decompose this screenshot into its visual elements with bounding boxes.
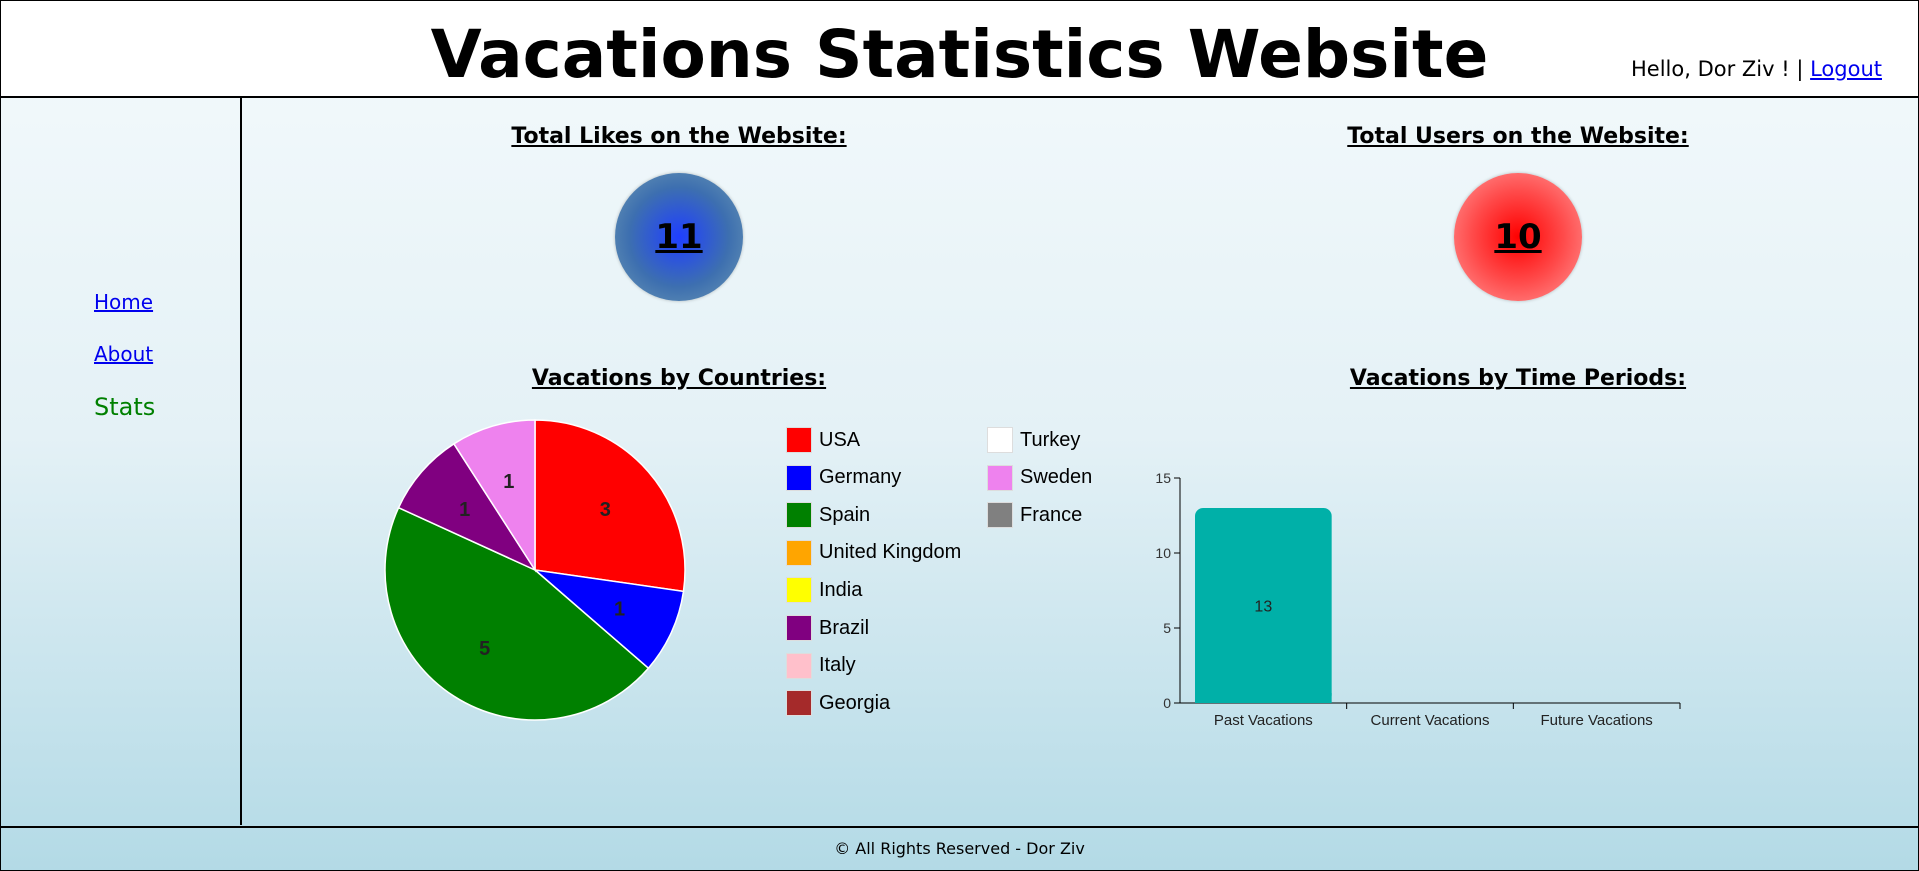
x-tick-label: Past Vacations <box>1214 712 1313 729</box>
sidebar: Home About Stats <box>1 98 242 825</box>
y-tick-label: 5 <box>1163 620 1171 636</box>
pie-slice-spain <box>384 506 650 721</box>
pie-slice-brazil <box>397 442 538 572</box>
y-tick-label: 0 <box>1163 695 1171 711</box>
sidebar-item-stats[interactable]: Stats <box>94 393 156 421</box>
bar-past-vacations <box>1195 508 1332 703</box>
user-greeting: Hello, Dor Ziv ! | Logout <box>1631 57 1882 81</box>
legend-item-india[interactable]: India <box>786 577 863 604</box>
legend-swatch <box>786 539 812 566</box>
site-title: Vacations Statistics Website <box>430 16 1489 93</box>
legend-swatch <box>786 652 812 679</box>
legend-label: Turkey <box>1020 428 1081 451</box>
legend-swatch <box>786 615 812 641</box>
likes-title: Total Likes on the Website: <box>511 124 847 149</box>
users-title: Total Users on the Website: <box>1347 124 1689 149</box>
x-tick-label: Future Vacations <box>1541 712 1653 729</box>
bar-base <box>1195 693 1332 703</box>
pie-slice-germany <box>532 568 685 670</box>
pie-slice-sweden <box>452 419 536 573</box>
x-tick-label: Current Vacations <box>1371 712 1490 729</box>
logout-link[interactable]: Logout <box>1810 57 1882 81</box>
legend-swatch <box>786 502 812 529</box>
legend-item-usa[interactable]: USA <box>786 427 860 453</box>
bar-chart-title: Vacations by Time Periods: <box>1349 366 1687 391</box>
legend-item-sweden[interactable]: Sweden <box>987 464 1093 491</box>
legend-label: France <box>1020 503 1083 526</box>
countries-pie-chart: 3 1 5 1 1 <box>384 419 686 721</box>
legend-label: Germany <box>819 466 902 489</box>
site-header: Vacations Statistics Website Hello, Dor … <box>1 1 1918 98</box>
site-footer: © All Rights Reserved - Dor Ziv <box>1 826 1918 871</box>
sidebar-item-about[interactable]: About <box>94 342 154 366</box>
legend-swatch <box>786 690 812 717</box>
legend-swatch <box>987 464 1013 491</box>
legend-label: Italy <box>819 654 856 677</box>
y-tick-label: 15 <box>1155 470 1171 486</box>
bar-value-label: 13 <box>1254 599 1272 616</box>
users-value: 10 <box>1494 217 1542 257</box>
legend-swatch <box>786 464 812 491</box>
legend-item-italy[interactable]: Italy <box>786 652 856 679</box>
legend-label: India <box>819 578 863 601</box>
legend-swatch <box>786 577 812 604</box>
legend-label: Sweden <box>1020 466 1093 489</box>
likes-value: 11 <box>655 217 703 257</box>
pie-label-spain: 5 <box>479 638 490 660</box>
legend-label: USA <box>819 428 861 451</box>
greeting-text: Hello, Dor Ziv ! | <box>1631 57 1804 81</box>
pie-chart-title: Vacations by Countries: <box>531 366 827 391</box>
pie-slice-usa <box>534 419 686 593</box>
users-counter: 10 <box>1454 173 1582 301</box>
legend-swatch <box>786 427 812 453</box>
pie-label-usa: 3 <box>600 499 611 521</box>
pie-label-sweden: 1 <box>503 471 514 493</box>
legend-swatch <box>987 427 1013 453</box>
legend-item-brazil[interactable]: Brazil <box>786 615 869 641</box>
sidebar-item-home[interactable]: Home <box>94 290 154 314</box>
legend-label: Brazil <box>819 616 870 639</box>
legend-item-germany[interactable]: Germany <box>786 464 902 491</box>
time-periods-bar-chart: 0 5 10 15 13 Past Vacations Current Vacations F… <box>1155 470 1681 729</box>
y-tick-label: 10 <box>1155 545 1171 561</box>
footer-text: © All Rights Reserved - Dor Ziv <box>834 839 1085 858</box>
legend-swatch <box>987 502 1013 529</box>
legend-label: United Kingdom <box>819 541 962 564</box>
legend-label: Spain <box>819 503 871 526</box>
legend-item-united-kingdom[interactable]: United Kingdom <box>786 539 962 566</box>
pie-legend: USA Germany Spain United Kingdom India Brazil… <box>786 427 1106 727</box>
legend-item-turkey[interactable]: Turkey <box>987 427 1080 453</box>
pie-label-germany: 1 <box>614 599 625 621</box>
likes-counter: 11 <box>615 173 743 301</box>
legend-item-france[interactable]: France <box>987 502 1083 529</box>
legend-item-georgia[interactable]: Georgia <box>786 690 891 717</box>
legend-item-spain[interactable]: Spain <box>786 502 871 529</box>
pie-label-brazil: 1 <box>459 499 470 521</box>
legend-label: Georgia <box>819 691 891 714</box>
